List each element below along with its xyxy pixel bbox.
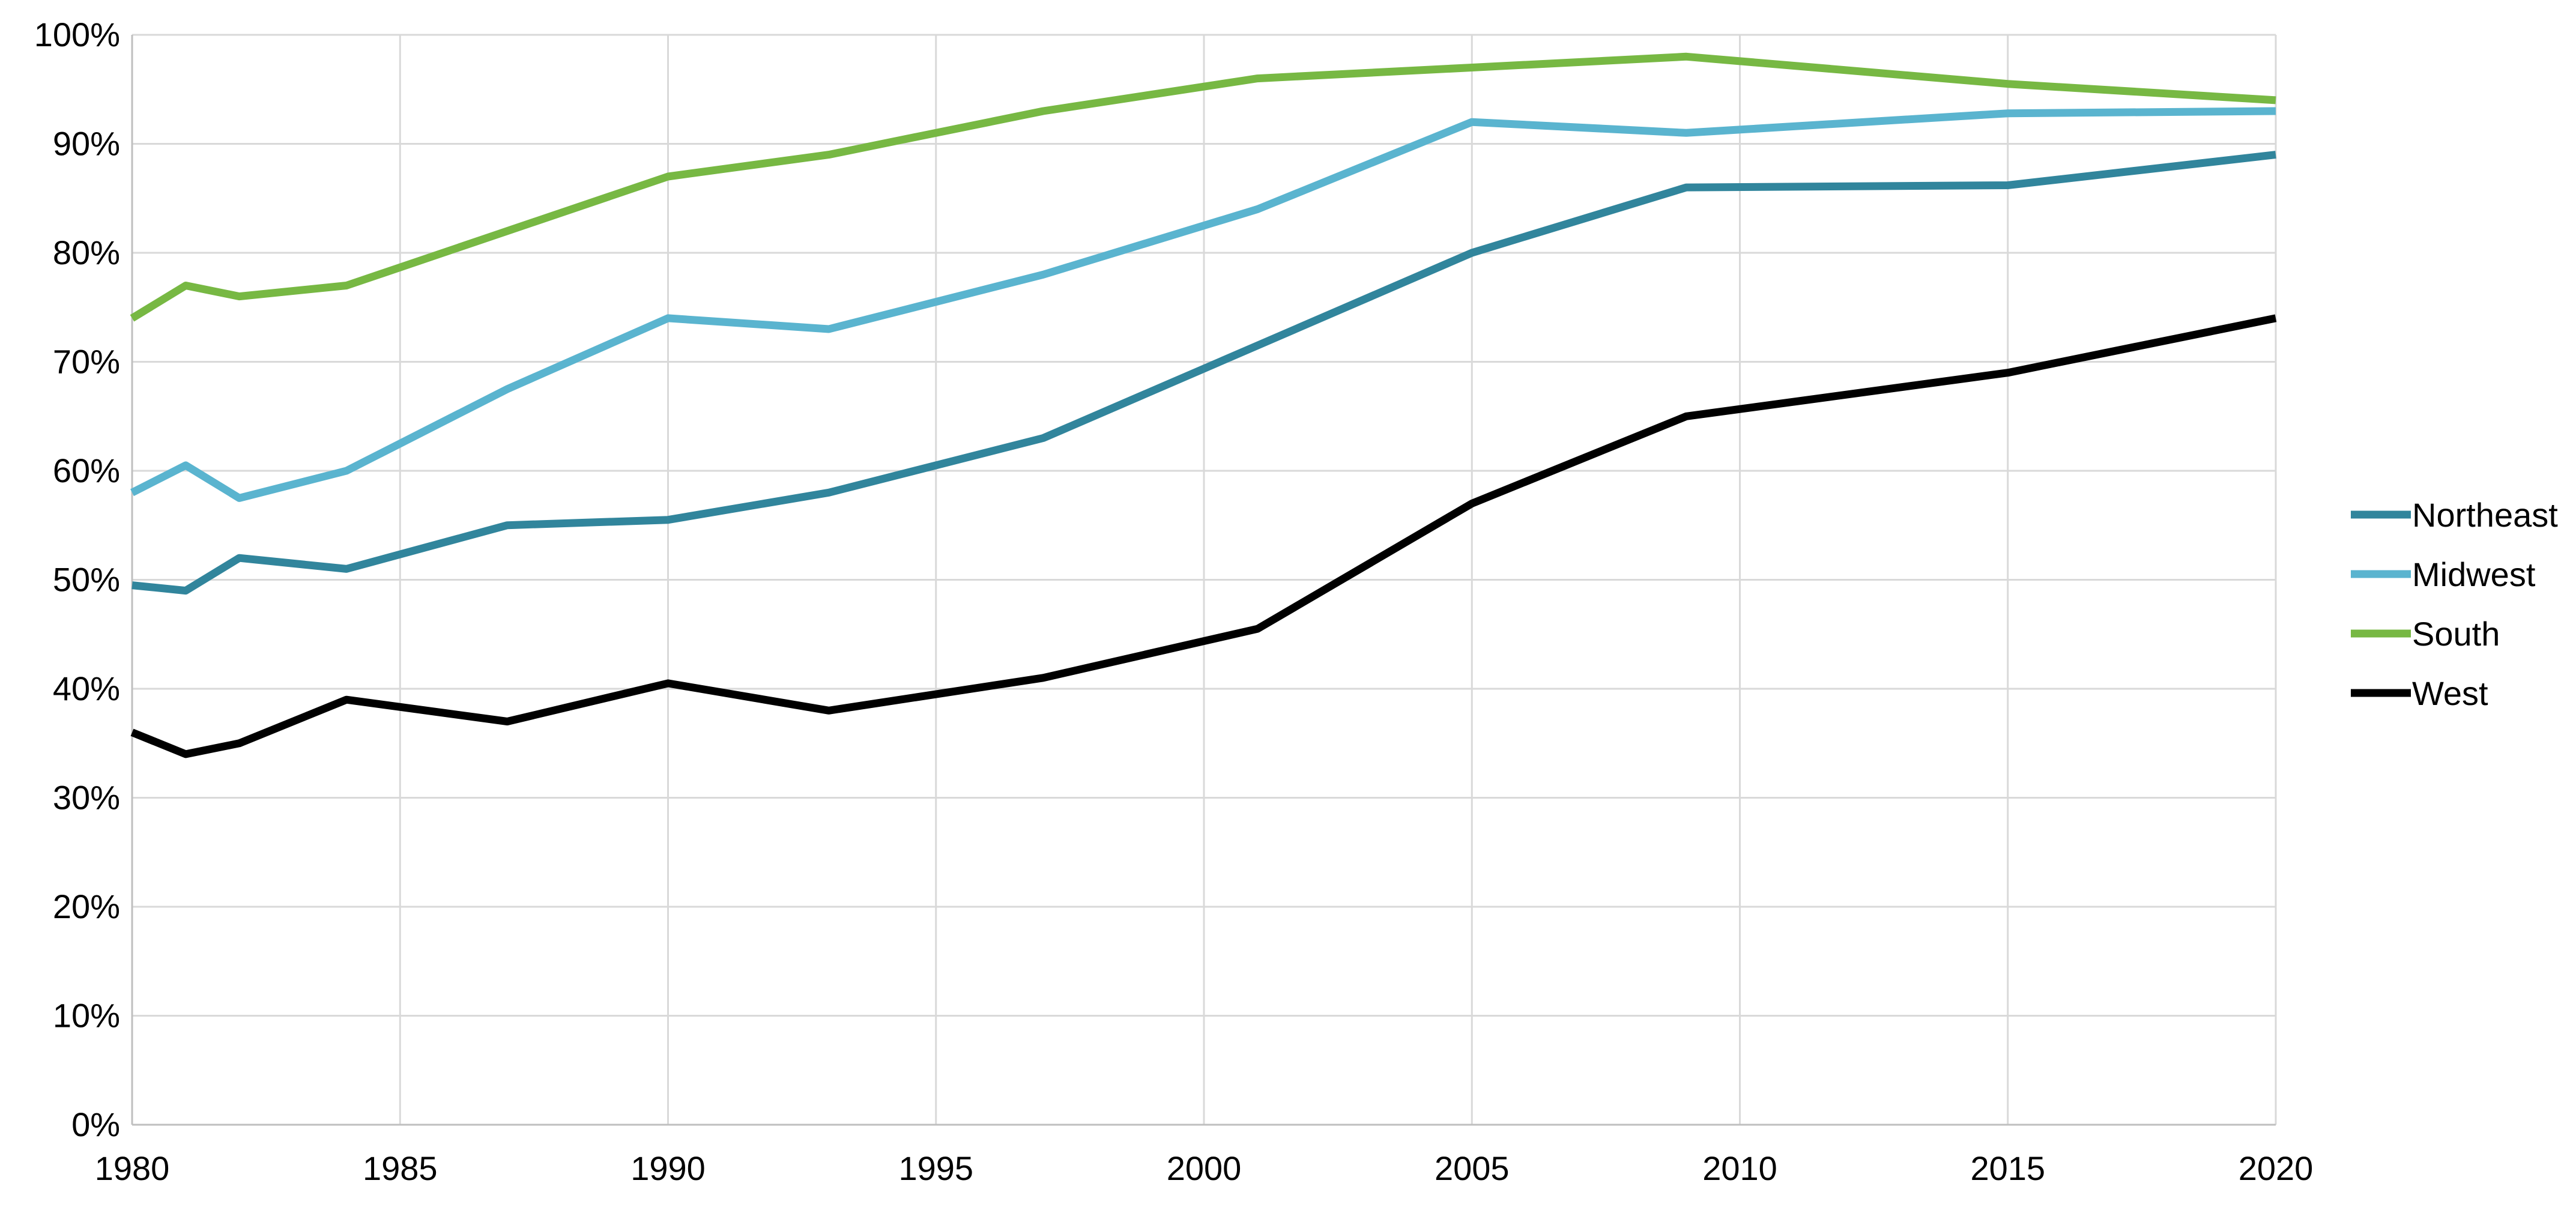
legend-label: Northeast — [2412, 496, 2558, 534]
series-line-south — [130, 52, 2276, 322]
x-tick-label: 2000 — [1167, 1149, 1242, 1187]
series-line-midwest — [130, 107, 2276, 502]
y-tick-label: 80% — [53, 234, 120, 271]
legend-label: West — [2412, 674, 2488, 712]
y-tick-label: 40% — [53, 670, 120, 707]
legend-item-west: West — [2351, 674, 2488, 712]
axes — [131, 35, 2276, 1126]
x-tick-label: 2015 — [1970, 1149, 2045, 1187]
x-tick-label: 1980 — [95, 1149, 170, 1187]
x-tick-label: 1990 — [630, 1149, 706, 1187]
grid-lines — [132, 34, 2277, 1125]
x-tick-label: 2010 — [1702, 1149, 1777, 1187]
series-lines — [130, 52, 2277, 758]
legend-label: Midwest — [2412, 555, 2536, 593]
x-tick-label: 1985 — [363, 1149, 438, 1187]
y-tick-label: 60% — [53, 452, 120, 489]
y-tick-label: 50% — [53, 561, 120, 599]
y-tick-label: 100% — [34, 16, 120, 53]
y-tick-label: 90% — [53, 125, 120, 163]
y-tick-labels: 0% 10% 20% 30% 40% 50% 60% 70% 80% 90% 100% — [34, 16, 120, 1143]
legend: Northeast Midwest South West — [2351, 496, 2558, 712]
series-line-northeast — [132, 151, 2276, 595]
x-tick-label: 1995 — [898, 1149, 973, 1187]
y-tick-label: 0% — [71, 1106, 120, 1143]
y-tick-label: 30% — [53, 779, 120, 817]
x-tick-labels: 1980 1985 1990 1995 2000 2005 2010 2015 2020 — [95, 1149, 2314, 1187]
series-line-west — [130, 314, 2277, 758]
y-tick-label: 10% — [53, 997, 120, 1035]
legend-item-midwest: Midwest — [2351, 555, 2536, 593]
y-tick-label: 70% — [53, 343, 120, 381]
y-tick-label: 20% — [53, 888, 120, 925]
legend-item-northeast: Northeast — [2351, 496, 2558, 534]
legend-item-south: South — [2351, 615, 2500, 653]
legend-label: South — [2412, 615, 2500, 653]
x-tick-label: 2005 — [1435, 1149, 1510, 1187]
x-tick-label: 2020 — [2239, 1149, 2314, 1187]
